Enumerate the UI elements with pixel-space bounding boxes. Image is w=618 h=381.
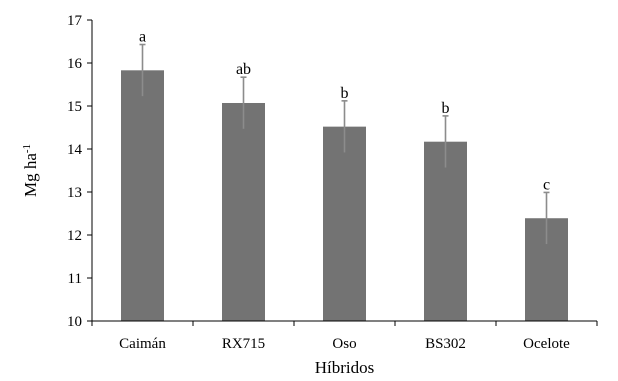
y-tick-label: 14 [67,142,83,158]
significance-letter: c [543,176,550,193]
significance-letter: ab [236,61,251,78]
y-tick-label: 12 [67,228,82,244]
y-tick-label: 17 [67,13,83,29]
significance-letter: b [442,100,450,117]
bar [424,141,467,321]
x-tick-label: Caimán [119,336,166,352]
significance-letter: a [139,29,146,46]
y-axis-ticks: 10 11 12 13 14 15 16 17 [67,13,92,330]
x-axis-ticks: Caimán RX715 Oso BS302 Ocelote [91,321,598,352]
bar [121,70,164,321]
y-tick-label: 13 [67,185,82,201]
y-tick-label: 10 [67,314,82,330]
x-tick-label: Ocelote [523,336,570,352]
y-tick-label: 16 [67,56,83,72]
significance-letter: b [341,85,349,102]
x-tick-label: BS302 [425,336,466,352]
bar [323,126,366,321]
x-tick-label: RX715 [222,336,265,352]
y-axis-title-main: Mg ha [21,153,40,197]
y-axis-title: Mg ha-1 [21,144,40,197]
y-tick-label: 11 [68,271,82,287]
x-axis-title: Híbridos [315,358,375,377]
bars: a ab b b c [121,29,568,322]
bar [222,102,265,322]
y-axis-title-superscript: -1 [21,144,33,153]
y-tick-label: 15 [67,99,82,115]
x-tick-label: Oso [332,336,356,352]
